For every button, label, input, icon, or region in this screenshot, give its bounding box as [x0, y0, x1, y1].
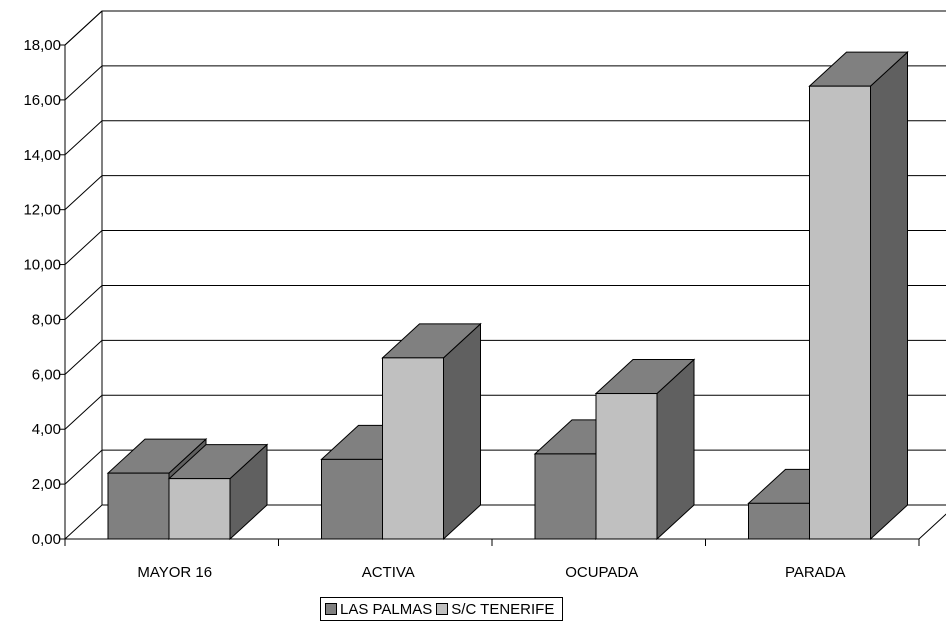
bar: [594, 358, 696, 541]
gridline: [64, 120, 946, 156]
bar-front-face: [595, 393, 658, 540]
floor-outline: [64, 504, 946, 540]
x-axis-labels: MAYOR 16 ACTIVA OCUPADA PARADA: [64, 539, 920, 581]
bar-front-face: [321, 458, 383, 540]
y-tick-label: 2,00: [32, 476, 61, 493]
chart: 0,00 2,00 4,00 6,00 8,00 10,00 12,00 14,00 16,00…: [23, 10, 946, 581]
gridline: [64, 10, 946, 46]
bar: [808, 51, 909, 541]
bar-side-face: [443, 322, 481, 541]
x-tick-label: OCUPADA: [565, 564, 638, 581]
bar-front-face: [809, 85, 871, 540]
y-tick-label: 18,00: [23, 37, 61, 54]
bar-front-face: [107, 472, 170, 540]
bars: [106, 51, 909, 541]
legend-swatch-sc-tenerife: [436, 603, 449, 615]
legend-label-las-palmas: LAS PALMAS: [340, 600, 433, 618]
gridline: [64, 175, 946, 211]
y-tick-label: 16,00: [23, 92, 61, 109]
y-tick-label: 14,00: [23, 147, 61, 164]
legend-item-sc-tenerife: S/C TENERIFE: [436, 601, 554, 618]
gridline: [64, 65, 946, 101]
bar: [381, 322, 482, 541]
x-tick-label: PARADA: [785, 564, 846, 581]
y-tick-label: 8,00: [32, 311, 61, 328]
legend: LAS PALMAS S/C TENERIFE: [320, 597, 564, 621]
y-axis-ticks: 0,00 2,00 4,00 6,00 8,00 10,00 12,00 14,00 16,00…: [23, 37, 65, 548]
bar: [167, 443, 269, 541]
bar-side-face: [870, 51, 908, 541]
gridline: [64, 284, 946, 320]
x-tick-label: ACTIVA: [362, 564, 415, 581]
y-tick-label: 0,00: [32, 531, 61, 548]
gridline: [64, 230, 946, 265]
legend-item-las-palmas: LAS PALMAS: [325, 601, 432, 618]
y-tick-label: 12,00: [23, 202, 61, 219]
legend-swatch-las-palmas: [325, 603, 337, 615]
bar-front-face: [748, 502, 810, 540]
y-tick-label: 4,00: [32, 421, 61, 438]
gridline: [64, 339, 946, 375]
y-tick-label: 6,00: [32, 366, 61, 383]
x-tick-label: MAYOR 16: [137, 564, 212, 581]
gridlines: [64, 10, 946, 485]
y-tick-label: 10,00: [23, 257, 61, 274]
bar-front-face: [534, 453, 597, 540]
bar-front-face: [382, 357, 444, 540]
legend-label-sc-tenerife: S/C TENERIFE: [451, 600, 555, 618]
bar-front-face: [168, 478, 231, 540]
